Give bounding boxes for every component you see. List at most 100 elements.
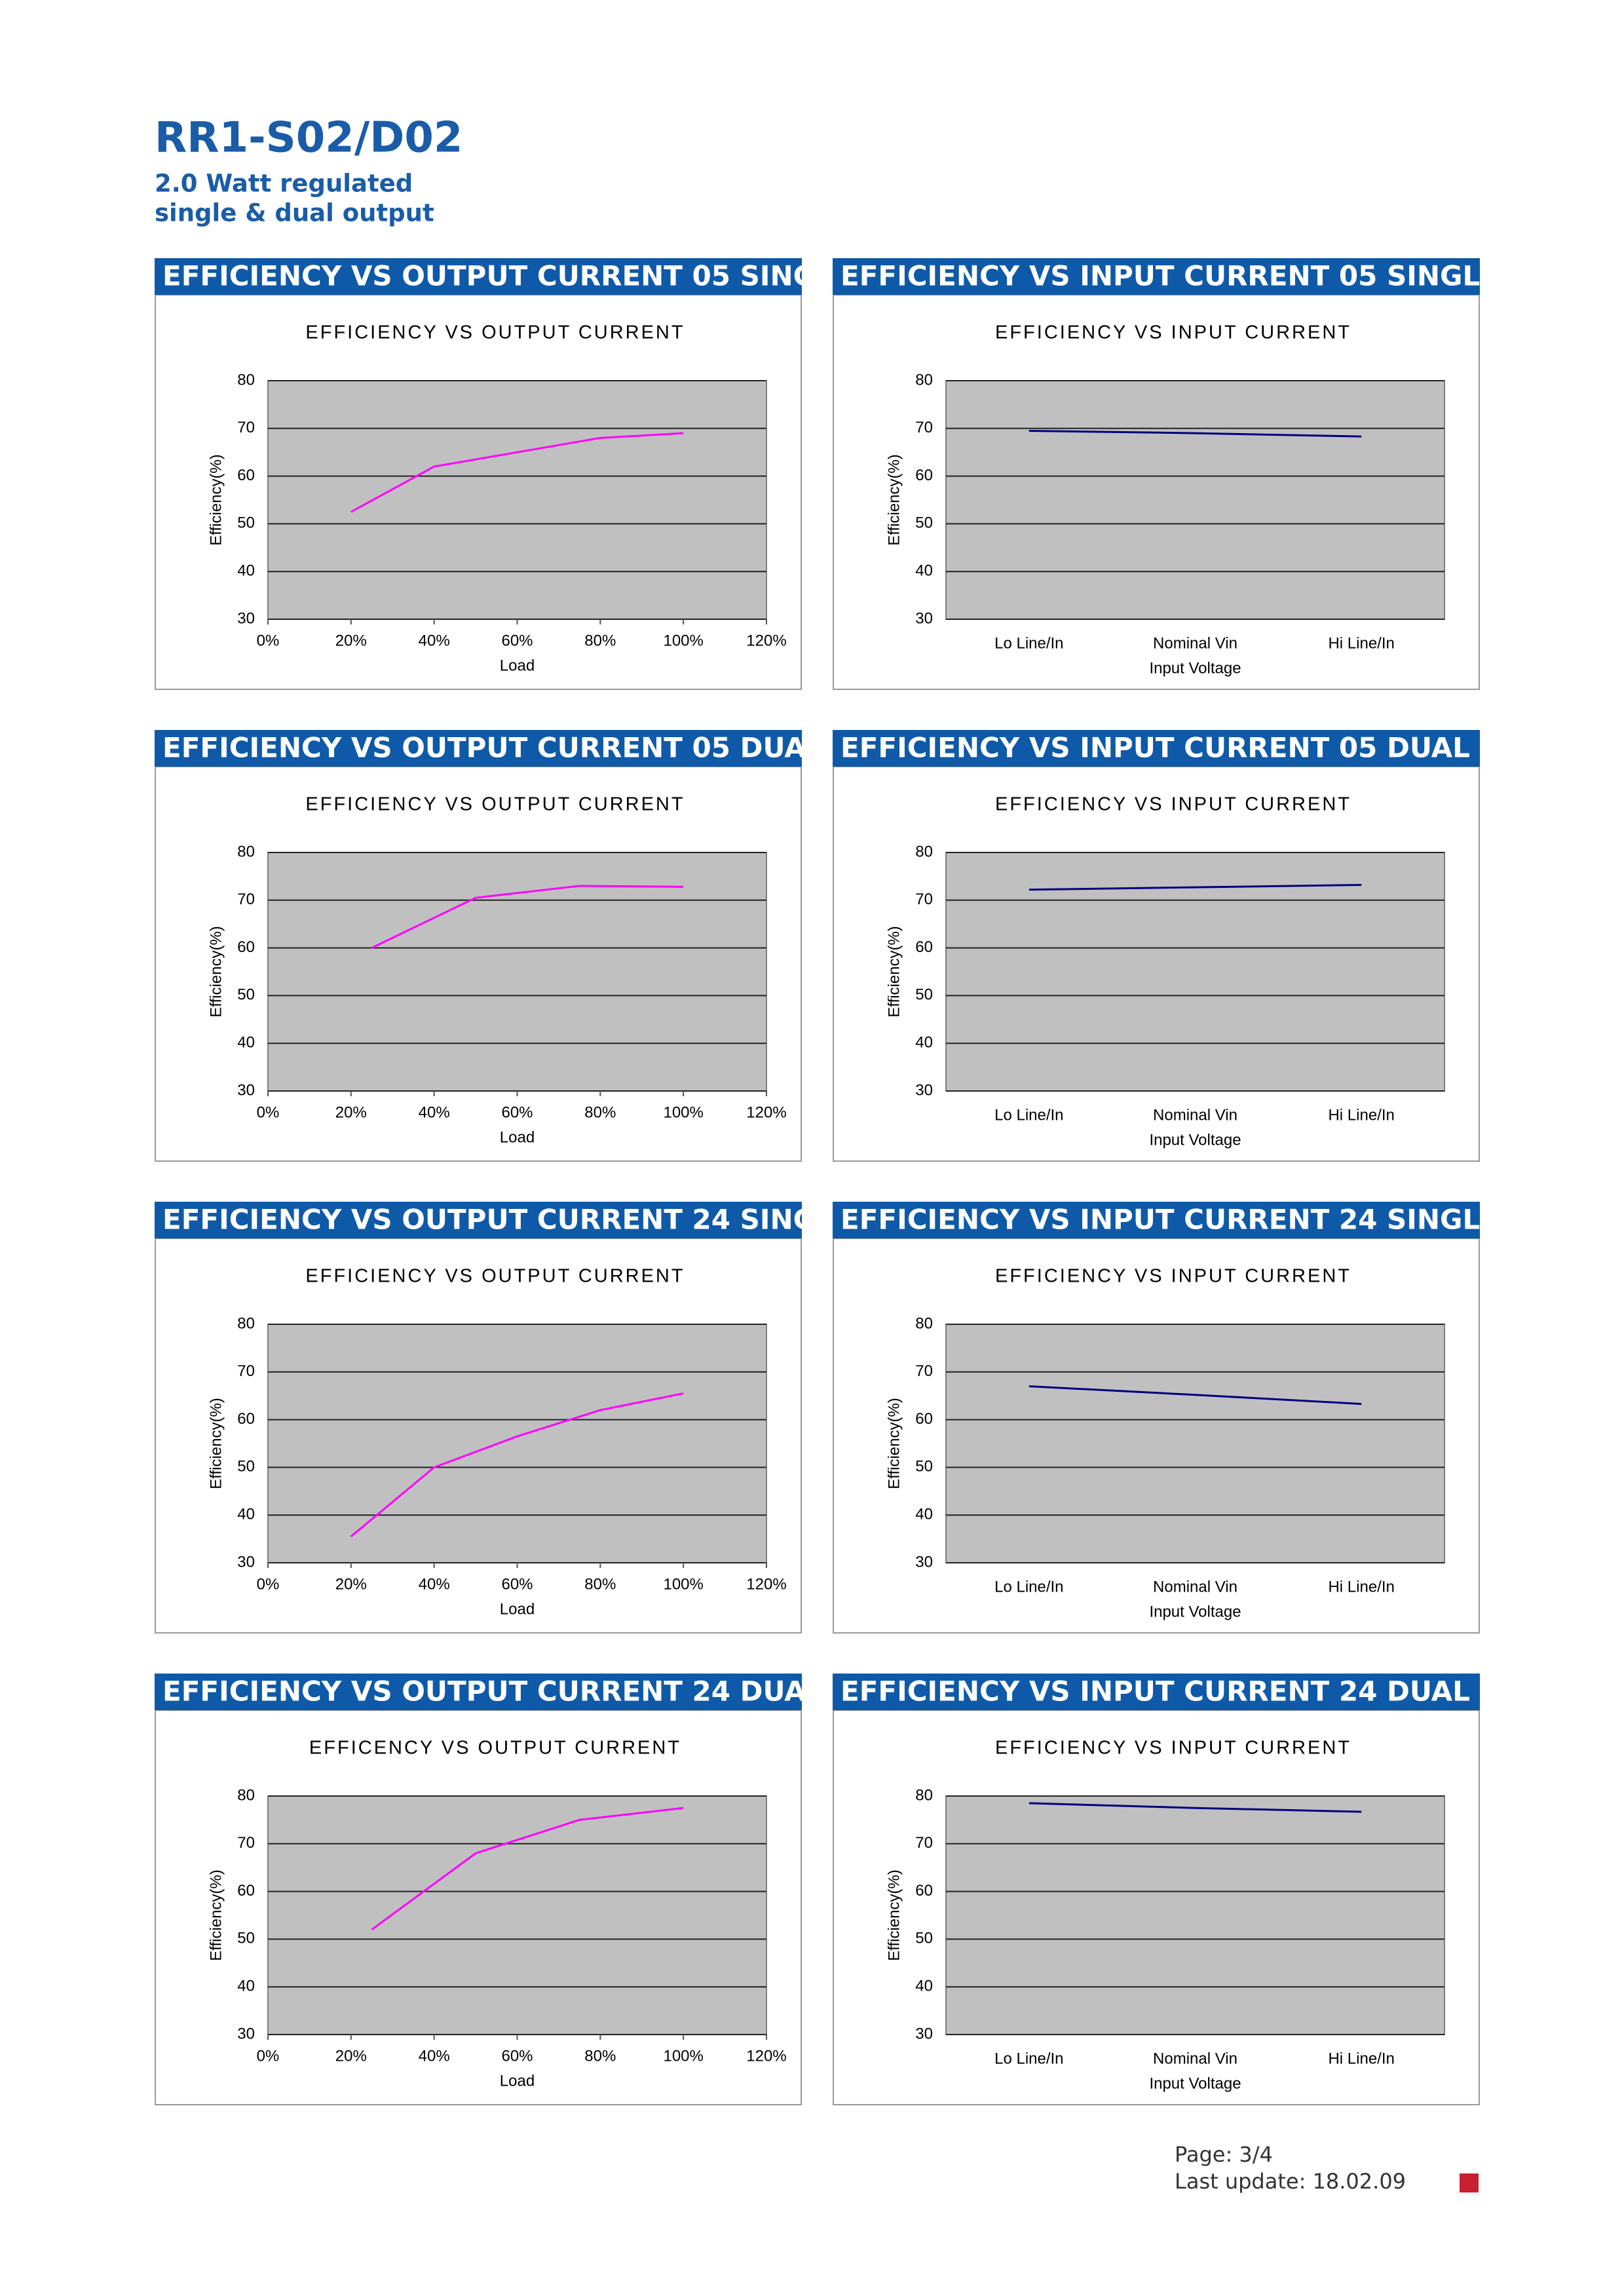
chart-panel: EFFICIENCY VS INPUT CURRENT 05 DUAL EFFIC…: [833, 730, 1480, 1162]
y-tick-label: 60: [915, 1882, 933, 1900]
y-tick-label: 70: [915, 1834, 933, 1852]
plot-area: [267, 380, 767, 620]
section-heading: EFFICIENCY VS INPUT CURRENT 05 SINGLE: [840, 260, 1499, 292]
data-line: [350, 432, 684, 513]
x-tick-label: Hi Line/In: [1328, 2050, 1394, 2067]
section-heading: EFFICIENCY VS OUTPUT CURRENT 05 SINGLE: [162, 260, 852, 292]
y-tick-label: 70: [237, 1834, 255, 1852]
x-tick-label: 0%: [257, 1103, 280, 1121]
x-tick-label: 20%: [335, 1575, 367, 1593]
x-tick-label: 120%: [746, 1103, 786, 1121]
x-tick-label: Lo Line/In: [994, 634, 1063, 652]
y-axis-label: Efficiency(%): [885, 1869, 903, 1961]
section-heading-bar: [155, 258, 802, 295]
y-tick-label: 50: [237, 1930, 255, 1947]
chart-panel: EFFICIENCY VS OUTPUT CURRENT 05 DUAL EFFI…: [155, 730, 823, 1162]
x-tick-label: 120%: [746, 1575, 786, 1593]
chart-panel: EFFICIENCY VS OUTPUT CURRENT 24 SINGLE EF…: [155, 1202, 852, 1634]
y-tick-label: 50: [915, 986, 933, 1004]
x-tick-label: Hi Line/In: [1328, 634, 1394, 652]
x-tick-label: 60%: [501, 1103, 533, 1121]
x-tick-label: Nominal Vin: [1153, 2050, 1237, 2067]
x-axis-label: Load: [500, 657, 535, 674]
chart-panel: EFFICIENCY VS INPUT CURRENT 05 SINGLE EFF…: [833, 258, 1499, 690]
x-tick-label: 0%: [257, 2047, 280, 2065]
x-tick-label: 100%: [663, 1103, 703, 1121]
y-tick-label: 70: [237, 1362, 255, 1380]
x-tick-label: 40%: [419, 632, 450, 649]
section-heading-bar: [155, 1674, 802, 1710]
section-heading: EFFICIENCY VS INPUT CURRENT 24 SINGLE: [840, 1204, 1499, 1236]
y-axis-label: Efficiency(%): [885, 926, 903, 1018]
y-tick-label: 80: [915, 1786, 933, 1804]
y-tick-label: 40: [237, 1034, 255, 1052]
chart-panel: EFFICIENCY VS OUTPUT CURRENT 05 SINGLE EF…: [155, 258, 852, 690]
x-tick-label: 20%: [335, 632, 367, 649]
doc-subtitle: single & dual output: [155, 199, 434, 227]
data-line: [371, 1807, 684, 1931]
x-tick-label: Lo Line/In: [994, 1106, 1063, 1124]
x-axis-label: Input Voltage: [1149, 659, 1241, 677]
x-tick-label: 80%: [584, 632, 616, 649]
y-tick-label: 50: [237, 1458, 255, 1476]
data-line: [1029, 429, 1362, 438]
y-tick-label: 80: [237, 843, 255, 860]
plot-area: [945, 1324, 1445, 1563]
chart-title: EFFICIENCY VS INPUT CURRENT: [995, 1266, 1351, 1287]
chart-title: EFFICIENCY VS OUTPUT CURRENT: [305, 1266, 685, 1287]
section-heading: EFFICIENCY VS INPUT CURRENT 24 DUAL: [840, 1675, 1470, 1708]
section-heading-bar: [155, 1202, 802, 1238]
y-tick-label: 60: [237, 1410, 255, 1428]
y-tick-label: 70: [915, 419, 933, 436]
y-tick-label: 70: [237, 419, 255, 436]
y-axis-label: Efficiency(%): [207, 1869, 225, 1961]
section-heading: EFFICIENCY VS INPUT CURRENT 05 DUAL: [840, 732, 1470, 764]
footer-marker: [1460, 2173, 1479, 2192]
y-tick-label: 30: [237, 2025, 255, 2042]
y-tick-label: 70: [237, 890, 255, 908]
x-axis-label: Load: [500, 1600, 535, 1618]
y-tick-label: 50: [237, 514, 255, 532]
chart-title: EFFICIENCY VS OUTPUT CURRENT: [305, 322, 685, 343]
x-tick-label: 40%: [419, 1103, 450, 1121]
chart-title: EFFICIENCY VS INPUT CURRENT: [995, 1738, 1351, 1759]
section-heading: EFFICIENCY VS OUTPUT CURRENT 05 DUAL: [162, 732, 823, 764]
plot-area: [945, 1795, 1445, 2035]
chart-panel: EFFICIENCY VS INPUT CURRENT 24 SINGLE EFF…: [833, 1202, 1499, 1634]
y-tick-label: 80: [915, 843, 933, 860]
x-tick-label: 100%: [663, 632, 703, 649]
y-axis-label: Efficiency(%): [885, 454, 903, 546]
x-tick-label: Lo Line/In: [994, 1578, 1063, 1596]
plot-area: [267, 1795, 767, 2035]
x-tick-label: Nominal Vin: [1153, 1106, 1237, 1124]
data-line: [1029, 1802, 1362, 1813]
data-line: [350, 1392, 684, 1538]
y-tick-label: 60: [237, 938, 255, 956]
y-tick-label: 30: [237, 609, 255, 627]
x-tick-label: Hi Line/In: [1328, 1578, 1394, 1596]
x-tick-label: 60%: [501, 1575, 533, 1593]
y-tick-label: 80: [237, 1786, 255, 1804]
page-number: Page: 3/4: [1175, 2142, 1273, 2167]
x-axis-label: Load: [500, 1128, 535, 1146]
y-tick-label: 50: [237, 986, 255, 1004]
section-heading: EFFICIENCY VS OUTPUT CURRENT 24 SINGLE: [162, 1204, 852, 1236]
x-tick-label: 100%: [663, 2047, 703, 2065]
y-tick-label: 40: [237, 562, 255, 580]
y-tick-label: 60: [915, 1410, 933, 1428]
y-tick-label: 80: [237, 1314, 255, 1332]
x-tick-label: 40%: [419, 2047, 450, 2065]
y-axis-label: Efficiency(%): [207, 454, 225, 546]
section-heading-bar: [833, 1674, 1480, 1710]
x-tick-label: 80%: [584, 1103, 616, 1121]
x-tick-label: Nominal Vin: [1153, 1578, 1237, 1596]
x-tick-label: 40%: [419, 1575, 450, 1593]
y-axis-label: Efficiency(%): [885, 1398, 903, 1489]
section-heading-bar: [833, 258, 1480, 295]
x-tick-label: 80%: [584, 1575, 616, 1593]
x-tick-label: 120%: [746, 632, 786, 649]
y-tick-label: 80: [237, 371, 255, 389]
y-tick-label: 30: [915, 1553, 933, 1571]
x-axis-label: Load: [500, 2072, 535, 2090]
section-heading-bar: [155, 730, 802, 767]
